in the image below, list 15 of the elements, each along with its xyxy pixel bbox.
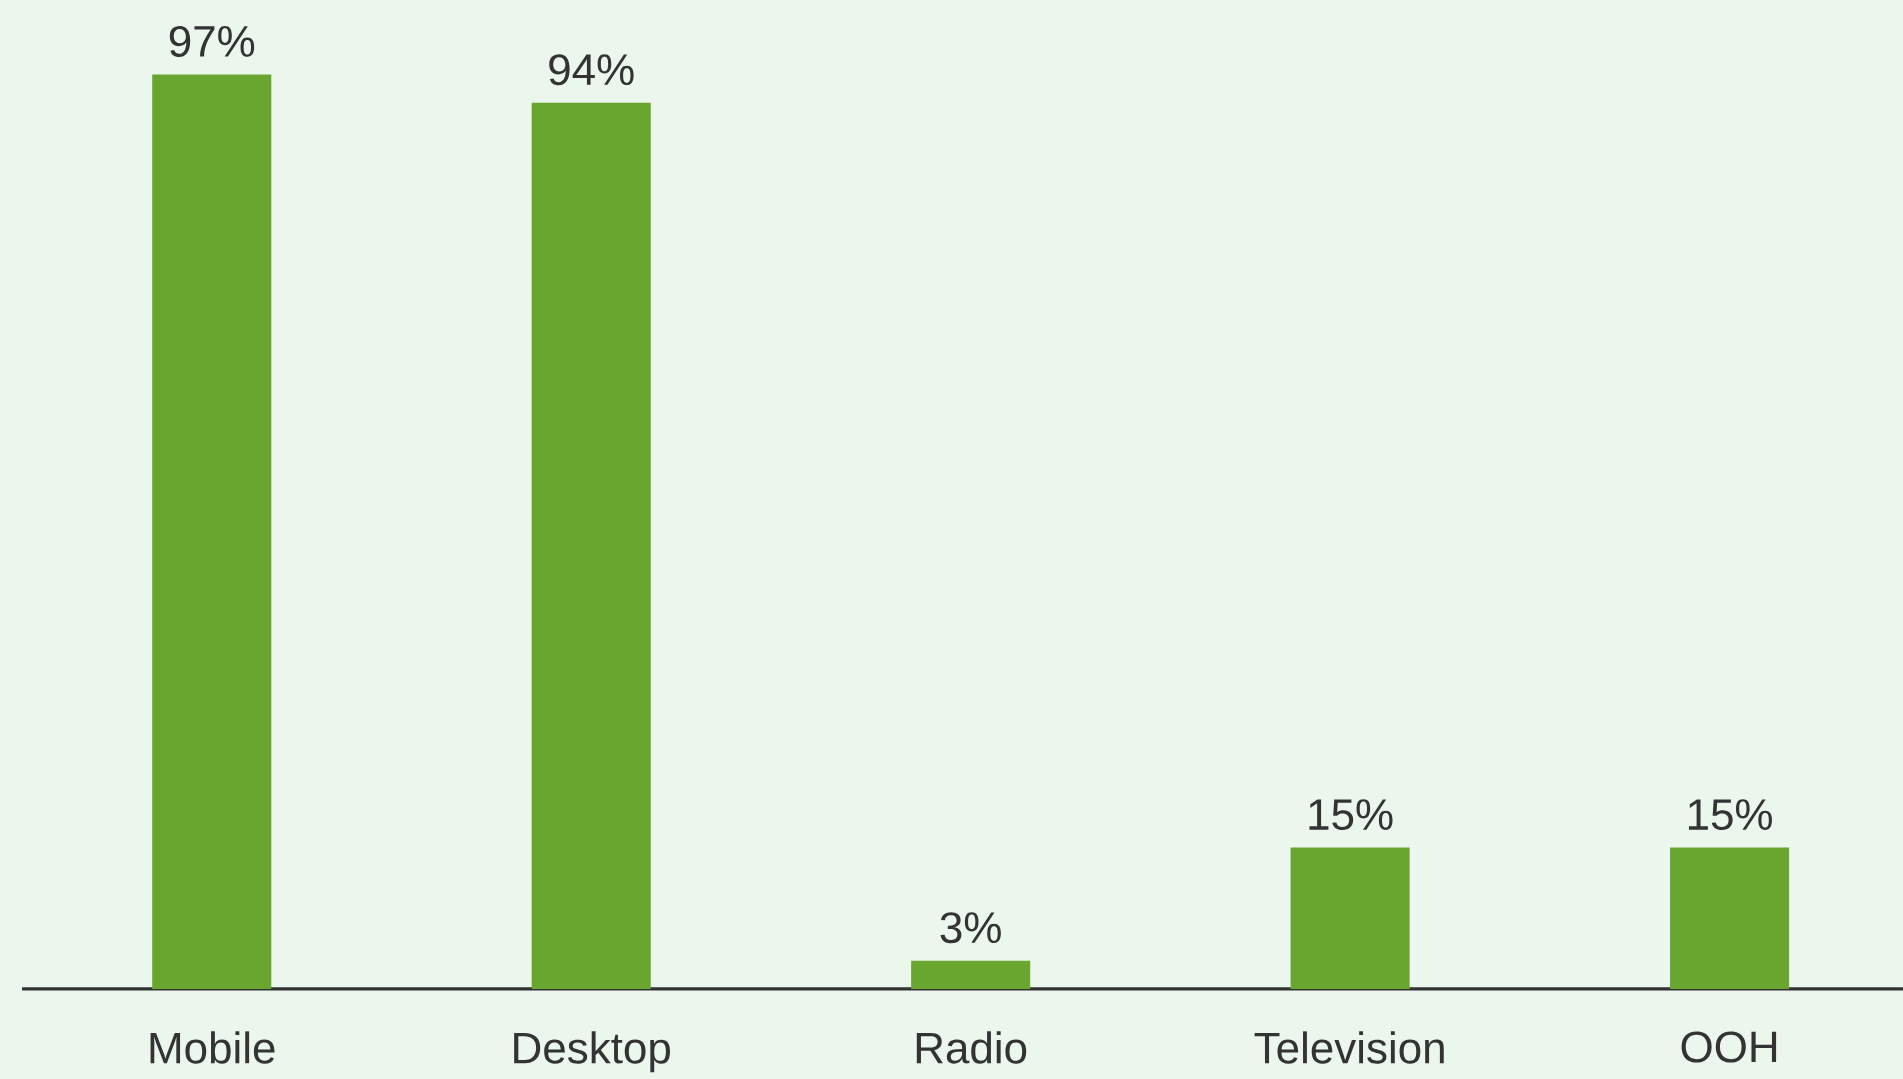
data-label: 94% [549, 54, 634, 86]
bar [152, 74, 272, 989]
bar [531, 102, 651, 989]
data-label: 15% [1309, 799, 1393, 831]
x-tick-label: Mobile [150, 1031, 275, 1064]
x-tick-label: Television [1254, 1031, 1444, 1064]
x-tick-label: Desktop [514, 1031, 670, 1073]
x-tick-label: OOH [1681, 1031, 1777, 1063]
bar [1670, 847, 1790, 989]
data-label: 97% [169, 25, 255, 57]
bar [911, 960, 1031, 989]
bar [1290, 847, 1410, 989]
data-label: 15% [1688, 799, 1772, 831]
data-label: 3% [940, 912, 1001, 944]
x-tick-label: Radio [916, 1031, 1027, 1064]
